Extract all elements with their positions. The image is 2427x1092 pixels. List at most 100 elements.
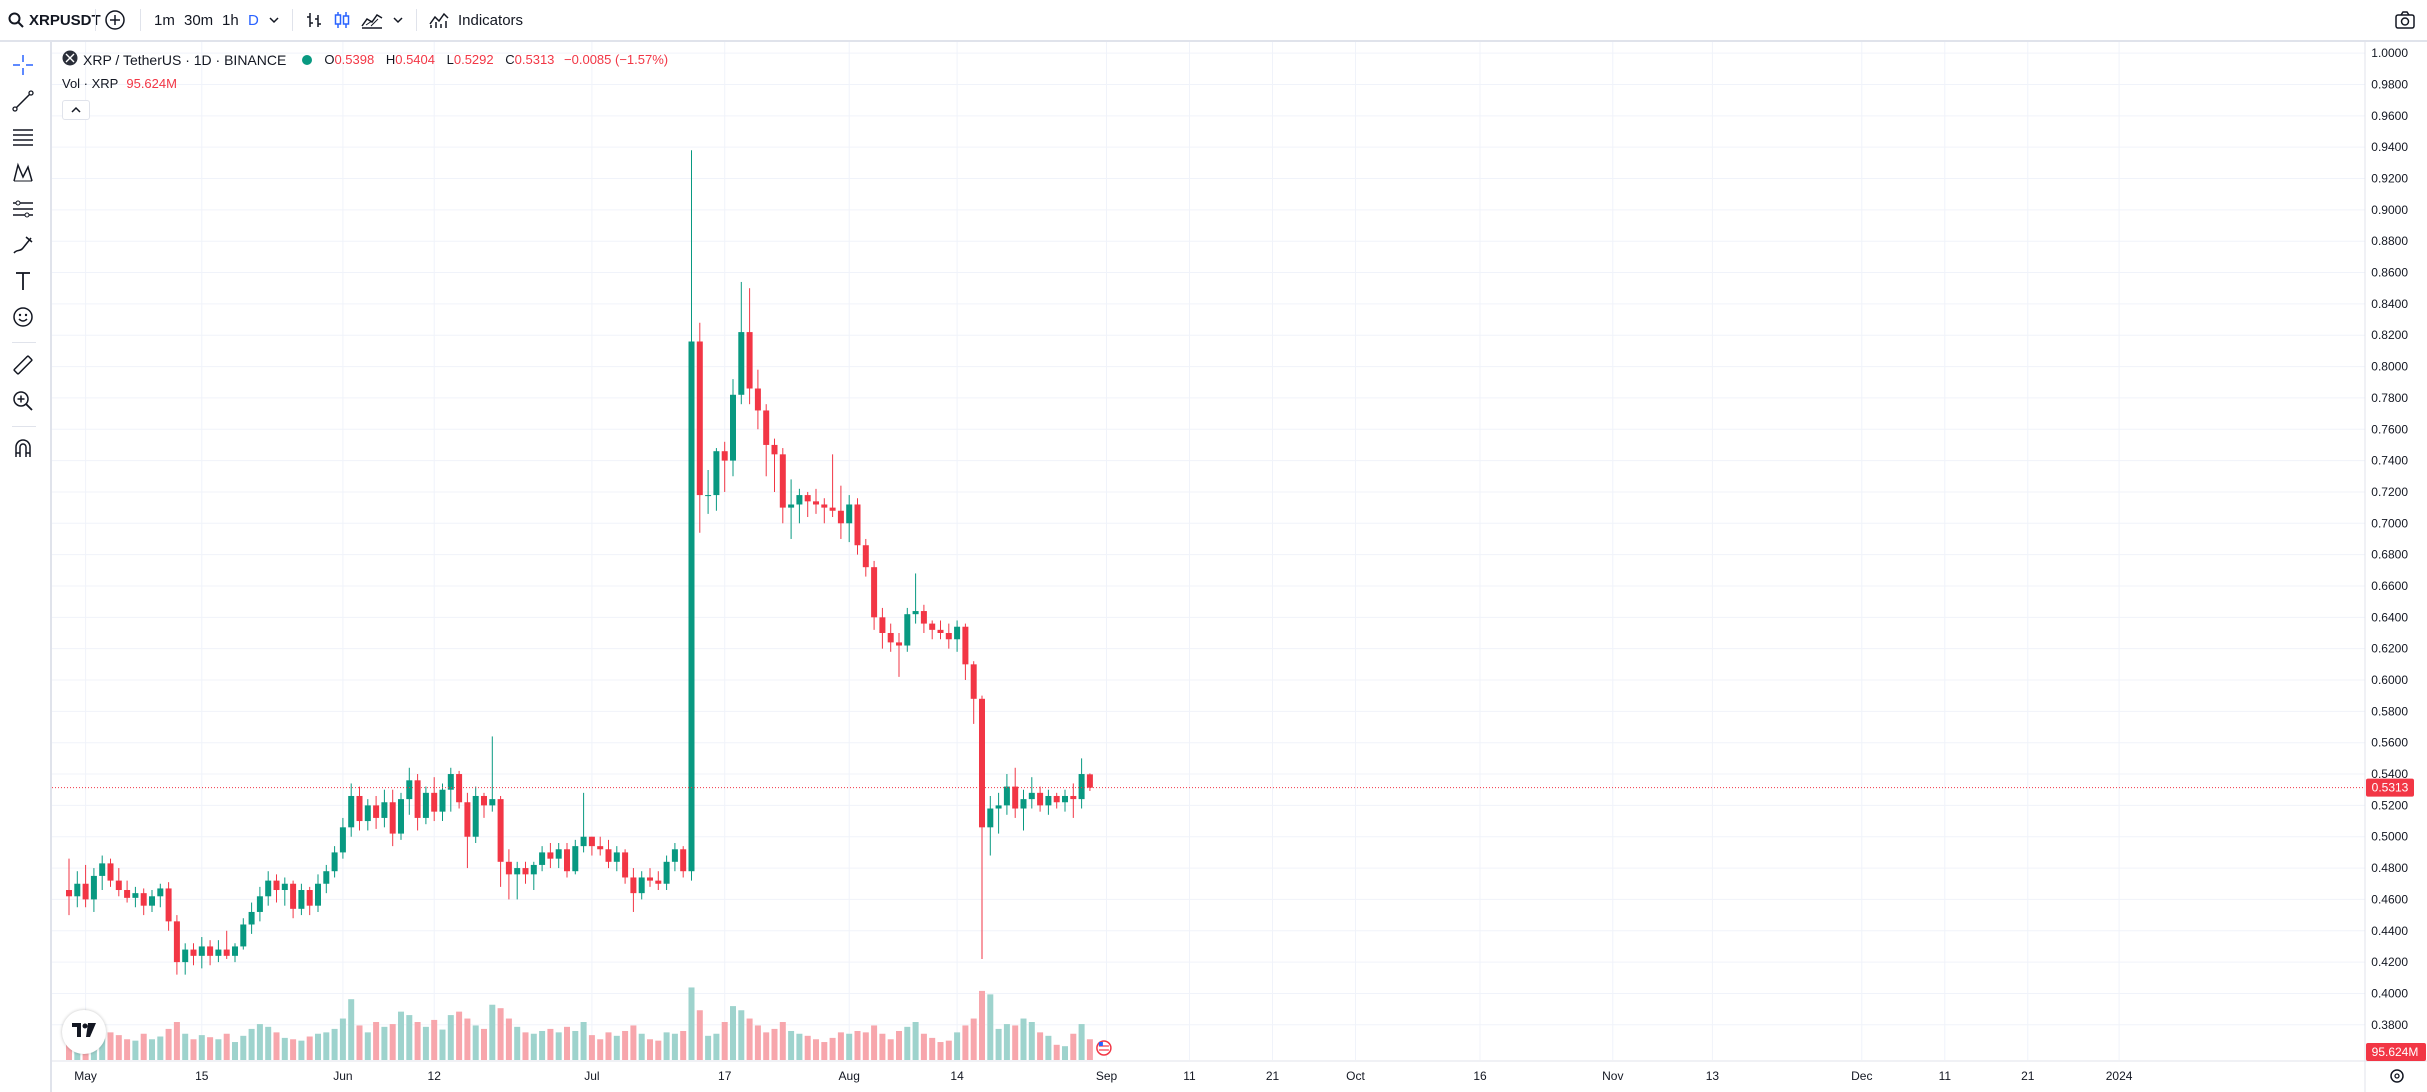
forecast-icon [11, 197, 35, 226]
collapse-legend-button[interactable] [62, 100, 90, 120]
y-tick-label: 0.6600 [2371, 579, 2408, 593]
interval-30m[interactable]: 30m [184, 0, 213, 40]
low-label: L [446, 52, 454, 67]
volume-bar [157, 1036, 164, 1060]
measure-tool[interactable] [10, 354, 36, 380]
text-tool[interactable] [10, 270, 36, 296]
tv-logo-icon [71, 1022, 97, 1043]
candle-body [671, 849, 678, 862]
volume-bar [954, 1032, 961, 1060]
y-tick-label: 0.7000 [2371, 516, 2408, 530]
candle-body [364, 805, 371, 822]
volume-bar [539, 1030, 546, 1060]
volume-bar [788, 1030, 795, 1060]
volume-bar [1062, 1046, 1068, 1060]
legend-title[interactable]: XRP / TetherUS · 1D · BINANCE [83, 51, 287, 68]
volume-bar [456, 1011, 463, 1060]
y-tick-label: 0.7800 [2371, 391, 2408, 405]
volume-bar [647, 1039, 653, 1060]
interval-1m[interactable]: 1m [154, 0, 175, 40]
low-value: 0.5292 [453, 52, 494, 67]
candle-body [198, 946, 205, 956]
x-tick-label: 17 [718, 1069, 732, 1083]
magnet-tool[interactable] [10, 438, 36, 464]
candles-style-button[interactable] [332, 0, 352, 40]
bar-style-button[interactable] [304, 0, 324, 40]
volume-bar [339, 1018, 346, 1060]
x-tick-label: 12 [428, 1069, 442, 1083]
brush-icon [11, 233, 35, 262]
x-tick-label: 11 [1183, 1069, 1196, 1083]
candle-body [547, 852, 554, 859]
area-style-button[interactable] [360, 0, 384, 40]
price-chart[interactable]: 1.0000 0.9800 0.9600 0.9400 0.9200 0.9000 0.88… [52, 42, 2427, 1092]
candle-body [920, 611, 927, 624]
volume-bar [655, 1040, 662, 1060]
fib-tool[interactable] [10, 126, 36, 152]
symbol-search[interactable]: XRPUSDT [8, 0, 101, 40]
indicators-label: Indicators [458, 11, 524, 29]
y-tick-label: 0.4400 [2371, 924, 2408, 938]
indicators-button[interactable]: Indicators [428, 0, 523, 40]
zoom-in-icon [11, 389, 35, 418]
zoom-tool[interactable] [10, 390, 36, 416]
last-price-label: 0.5313 [2372, 781, 2409, 795]
volume-bar [331, 1028, 338, 1060]
candle-body [564, 849, 570, 872]
volume-bar [447, 1015, 454, 1060]
brush-tool[interactable] [10, 234, 36, 260]
add-symbol-icon [104, 9, 126, 31]
snapshot-button[interactable] [2394, 0, 2416, 40]
interval-d[interactable]: D [248, 0, 259, 40]
indicators-icon [428, 10, 450, 30]
interval-dropdown[interactable] [268, 0, 280, 40]
pattern-tool[interactable] [10, 162, 36, 188]
candle-body [190, 949, 197, 956]
close-value: 0.5313 [514, 52, 555, 67]
tradingview-logo[interactable] [62, 1010, 106, 1054]
volume-bar [514, 1026, 521, 1060]
volume-bar [439, 1029, 446, 1060]
candle-body [929, 623, 936, 630]
candle-body [771, 444, 778, 455]
symbol-logo-icon [62, 50, 78, 69]
volume-bar [862, 1032, 869, 1060]
volume-bar [738, 1010, 745, 1060]
volume-bars [66, 987, 1093, 1060]
candle-body [788, 504, 795, 508]
candle-body [705, 495, 712, 497]
volume-bar [854, 1030, 861, 1060]
volume-bar [132, 1040, 139, 1060]
y-tick-label: 0.8200 [2371, 328, 2408, 342]
candle-body [273, 880, 280, 891]
icon-tool[interactable] [10, 306, 36, 332]
high-value: 0.5404 [395, 52, 435, 67]
candle-body [348, 795, 355, 828]
crosshair-tool[interactable] [10, 54, 36, 80]
volume-bar [497, 1008, 504, 1060]
interval-1h[interactable]: 1h [222, 0, 239, 40]
volume-bar [763, 1032, 770, 1060]
volume-bar [115, 1035, 122, 1060]
candle-body [431, 792, 438, 812]
trend-line-tool[interactable] [10, 89, 36, 116]
y-tick-label: 0.5800 [2371, 704, 2408, 718]
candle-body [829, 507, 836, 511]
forecast-tool[interactable] [10, 198, 36, 224]
compare-button[interactable] [104, 0, 126, 40]
settings-icon[interactable] [2390, 1069, 2404, 1083]
candle-body [530, 864, 537, 875]
candle-body [1070, 795, 1077, 800]
candle-body [854, 504, 861, 546]
x-tick-label: Jun [333, 1069, 352, 1083]
candle-body [232, 946, 238, 956]
volume-label[interactable]: Vol · XRP [62, 76, 119, 91]
interval-30m-label: 30m [184, 11, 214, 29]
gear-outer [2390, 1069, 2404, 1083]
chart-style-dropdown[interactable] [392, 0, 404, 40]
candle-body [763, 410, 770, 445]
volume-bar [588, 1035, 595, 1060]
y-tick-label: 0.5000 [2371, 830, 2408, 844]
volume-bar [298, 1040, 305, 1060]
crosshair-icon [11, 53, 35, 82]
